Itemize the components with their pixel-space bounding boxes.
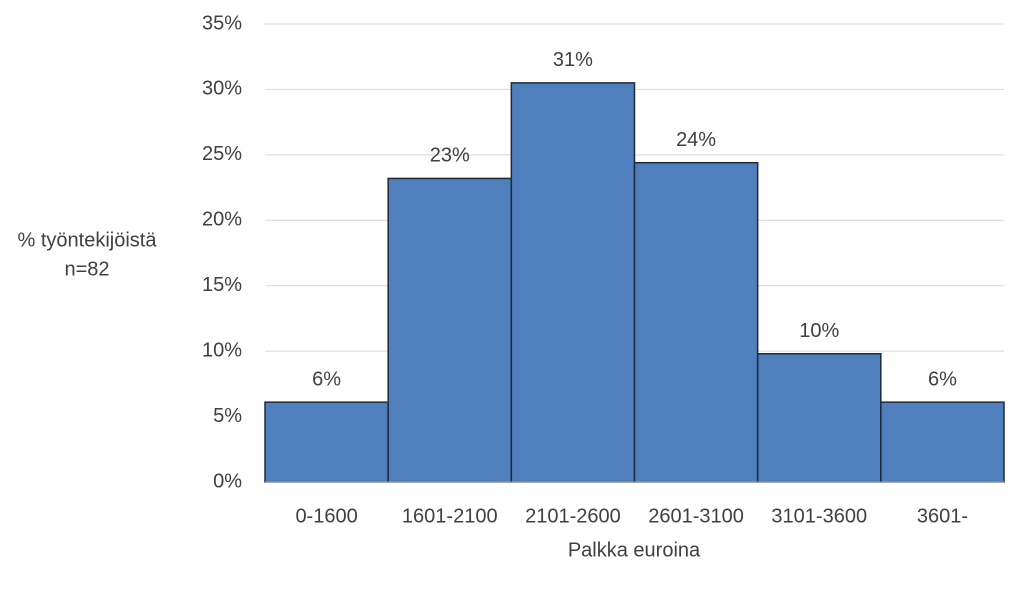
y-tick-label: 15% bbox=[202, 274, 242, 296]
y-tick-label: 20% bbox=[202, 209, 242, 231]
y-tick-label: 30% bbox=[202, 78, 242, 100]
bar bbox=[633, 161, 759, 483]
y-tick-label: 25% bbox=[202, 143, 242, 165]
data-label: 31% bbox=[553, 49, 593, 71]
x-tick-label: 1601-2100 bbox=[402, 505, 498, 527]
bar bbox=[387, 177, 513, 483]
data-label: 6% bbox=[312, 368, 341, 390]
y-tick-label: 0% bbox=[213, 470, 242, 492]
y-tick-label: 5% bbox=[213, 405, 242, 427]
y-tick-label: 35% bbox=[202, 12, 242, 34]
x-axis-title: Palkka euroina bbox=[568, 539, 701, 561]
bar bbox=[880, 401, 1005, 483]
x-tick-label: 2101-2600 bbox=[525, 505, 621, 527]
x-tick-label: 3101-3600 bbox=[771, 505, 867, 527]
data-label: 10% bbox=[799, 320, 839, 342]
y-tick-label: 10% bbox=[202, 339, 242, 361]
x-tick-label: 2601-3100 bbox=[648, 505, 744, 527]
data-label: 6% bbox=[928, 368, 957, 390]
data-label: 24% bbox=[676, 129, 716, 151]
bar bbox=[264, 401, 389, 483]
data-label: 23% bbox=[430, 145, 470, 167]
bar bbox=[756, 353, 882, 483]
y-axis-title: % työntekijöistä bbox=[18, 229, 158, 251]
bar bbox=[510, 82, 636, 483]
x-tick-label: 0-1600 bbox=[295, 505, 357, 527]
x-tick-label: 3601- bbox=[917, 505, 968, 527]
y-axis-title: n=82 bbox=[64, 258, 109, 280]
